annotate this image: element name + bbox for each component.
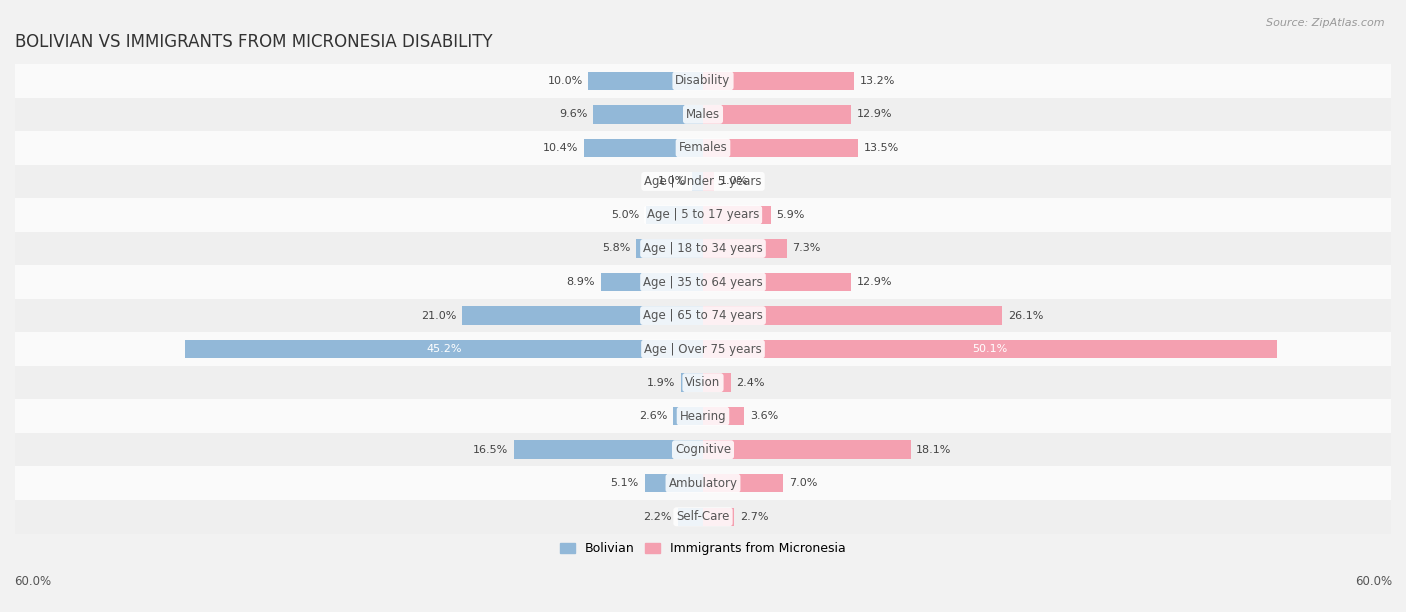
Text: 21.0%: 21.0%: [420, 310, 457, 321]
Bar: [703, 172, 714, 190]
Text: 7.3%: 7.3%: [793, 244, 821, 253]
Text: 50.1%: 50.1%: [973, 344, 1008, 354]
Bar: [15, 332, 1391, 366]
Bar: [703, 474, 783, 493]
Bar: [15, 131, 1391, 165]
Bar: [15, 265, 1391, 299]
Text: 2.2%: 2.2%: [644, 512, 672, 522]
Legend: Bolivian, Immigrants from Micronesia: Bolivian, Immigrants from Micronesia: [555, 537, 851, 560]
Text: 3.6%: 3.6%: [749, 411, 779, 421]
Text: Disability: Disability: [675, 74, 731, 88]
Bar: [703, 239, 787, 258]
Text: Hearing: Hearing: [679, 409, 727, 423]
Text: Vision: Vision: [685, 376, 721, 389]
Text: 1.9%: 1.9%: [647, 378, 675, 387]
Text: 2.7%: 2.7%: [740, 512, 768, 522]
Text: Age | 35 to 64 years: Age | 35 to 64 years: [643, 275, 763, 288]
Bar: [703, 340, 1278, 358]
Text: Males: Males: [686, 108, 720, 121]
Bar: [673, 407, 703, 425]
Bar: [463, 307, 703, 325]
Text: 26.1%: 26.1%: [1008, 310, 1043, 321]
Bar: [637, 239, 703, 258]
Text: 13.5%: 13.5%: [863, 143, 898, 153]
Text: 13.2%: 13.2%: [860, 76, 896, 86]
Bar: [15, 97, 1391, 131]
Text: 1.0%: 1.0%: [658, 176, 686, 187]
Text: 2.4%: 2.4%: [737, 378, 765, 387]
Bar: [703, 307, 1002, 325]
Text: 5.1%: 5.1%: [610, 478, 638, 488]
Bar: [184, 340, 703, 358]
Text: Ambulatory: Ambulatory: [668, 477, 738, 490]
Bar: [583, 139, 703, 157]
Text: 45.2%: 45.2%: [426, 344, 461, 354]
Text: 5.8%: 5.8%: [602, 244, 631, 253]
Bar: [703, 72, 855, 90]
Bar: [644, 474, 703, 493]
Bar: [593, 105, 703, 124]
Text: 12.9%: 12.9%: [856, 277, 893, 287]
Text: 12.9%: 12.9%: [856, 110, 893, 119]
Bar: [15, 232, 1391, 265]
Bar: [645, 206, 703, 224]
Bar: [703, 105, 851, 124]
Bar: [15, 400, 1391, 433]
Bar: [513, 441, 703, 459]
Bar: [703, 441, 911, 459]
Text: 7.0%: 7.0%: [789, 478, 817, 488]
Bar: [692, 172, 703, 190]
Bar: [682, 373, 703, 392]
Bar: [703, 139, 858, 157]
Text: 5.9%: 5.9%: [776, 210, 804, 220]
Bar: [15, 466, 1391, 500]
Text: 5.0%: 5.0%: [612, 210, 640, 220]
Bar: [15, 500, 1391, 534]
Bar: [703, 206, 770, 224]
Text: 1.0%: 1.0%: [720, 176, 748, 187]
Bar: [15, 433, 1391, 466]
Text: 10.0%: 10.0%: [547, 76, 582, 86]
Bar: [588, 72, 703, 90]
Text: 60.0%: 60.0%: [14, 575, 51, 588]
Text: Cognitive: Cognitive: [675, 443, 731, 456]
Text: Age | 18 to 34 years: Age | 18 to 34 years: [643, 242, 763, 255]
Text: Females: Females: [679, 141, 727, 154]
Text: 8.9%: 8.9%: [567, 277, 595, 287]
Bar: [15, 299, 1391, 332]
Text: Age | 65 to 74 years: Age | 65 to 74 years: [643, 309, 763, 322]
Bar: [678, 507, 703, 526]
Text: BOLIVIAN VS IMMIGRANTS FROM MICRONESIA DISABILITY: BOLIVIAN VS IMMIGRANTS FROM MICRONESIA D…: [15, 34, 492, 51]
Bar: [15, 64, 1391, 97]
Bar: [703, 507, 734, 526]
Bar: [703, 407, 744, 425]
Bar: [703, 273, 851, 291]
Text: Source: ZipAtlas.com: Source: ZipAtlas.com: [1267, 18, 1385, 28]
Text: Age | 5 to 17 years: Age | 5 to 17 years: [647, 209, 759, 222]
Bar: [703, 373, 731, 392]
Text: 60.0%: 60.0%: [1355, 575, 1392, 588]
Bar: [15, 366, 1391, 400]
Text: Age | Over 75 years: Age | Over 75 years: [644, 343, 762, 356]
Bar: [600, 273, 703, 291]
Bar: [15, 165, 1391, 198]
Text: 10.4%: 10.4%: [543, 143, 578, 153]
Text: 18.1%: 18.1%: [917, 445, 952, 455]
Text: 2.6%: 2.6%: [640, 411, 668, 421]
Text: Self-Care: Self-Care: [676, 510, 730, 523]
Text: Age | Under 5 years: Age | Under 5 years: [644, 175, 762, 188]
Text: 9.6%: 9.6%: [558, 110, 588, 119]
Text: 16.5%: 16.5%: [472, 445, 508, 455]
Bar: [15, 198, 1391, 232]
